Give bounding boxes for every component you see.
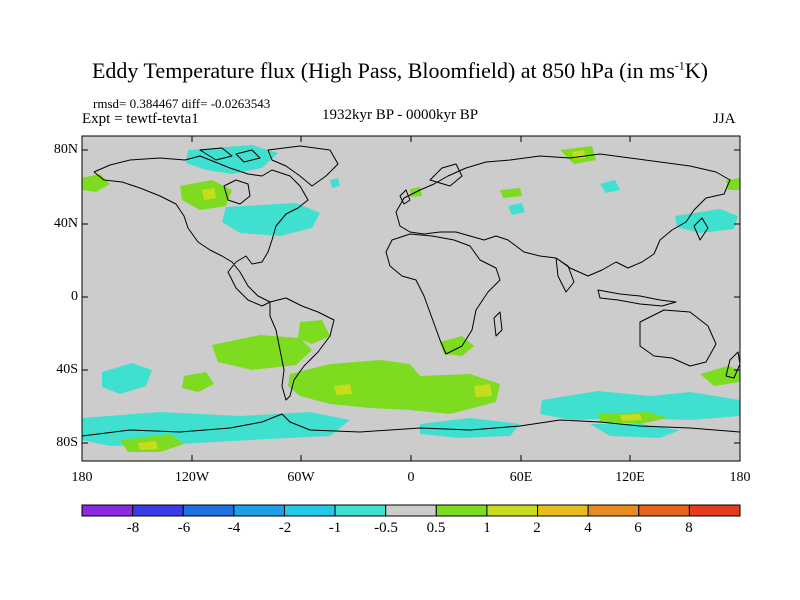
coastline-hudson-bay: [223, 179, 251, 205]
coastline-antarctica: [81, 413, 741, 437]
negative-patch: [508, 203, 525, 215]
coastline-africa: [385, 233, 501, 355]
negative-patch: [590, 424, 680, 438]
colorbar-box: [638, 504, 690, 517]
colorbar-label: -6: [177, 520, 191, 536]
strong-positive-patch: [620, 414, 642, 421]
colorbar-box: [132, 504, 184, 517]
colorbar-box: [283, 504, 336, 517]
colorbar-label: -2: [278, 520, 292, 536]
colorbar-label: 0.5: [426, 520, 446, 536]
negative-patch: [222, 203, 320, 236]
y-axis-label: 80N: [53, 142, 78, 157]
x-axis-label: 180: [71, 470, 93, 485]
colorbar-box: [81, 504, 134, 517]
positive-patch: [298, 320, 330, 344]
colorbar-label: -4: [227, 520, 241, 536]
stats-text: rmsd= 0.384467 diff= -0.0263543: [93, 96, 271, 111]
colorbar-label: 2: [533, 520, 541, 536]
coastline-scandinavia: [429, 163, 463, 187]
colorbar-label: -8: [126, 520, 140, 536]
positive-patch: [182, 372, 214, 392]
positive-patch: [700, 366, 740, 386]
colorbar-box: [385, 504, 437, 517]
anomaly-patches: [82, 145, 740, 452]
colorbar-box: [587, 504, 640, 517]
y-axis-label: 80S: [56, 435, 78, 450]
coastline-indonesia: [597, 289, 677, 307]
colorbar-label: 1: [483, 520, 491, 536]
colorbar-box: [334, 504, 387, 517]
negative-patch: [540, 391, 740, 420]
colorbar-box: [688, 504, 741, 517]
x-axis-label: 60W: [287, 470, 315, 485]
coastline-uk: [399, 189, 411, 205]
colorbar-label: -1: [328, 520, 342, 536]
negative-patch: [330, 178, 340, 188]
season-label: JJA: [713, 111, 736, 127]
colorbar-label: 4: [584, 520, 592, 536]
colorbar-label: 6: [634, 520, 642, 536]
colorbar: [81, 504, 741, 517]
positive-patch: [288, 360, 500, 414]
strong-positive-patch: [474, 384, 492, 397]
plot-title: Eddy Temperature flux (High Pass, Bloomf…: [91, 58, 708, 83]
axis-ticks: [82, 136, 740, 461]
negative-patch: [600, 180, 620, 193]
x-axis-label: 0: [407, 470, 415, 485]
positive-patch: [212, 335, 312, 370]
x-axis-label: 120W: [174, 470, 210, 485]
colorbar-box: [233, 504, 285, 517]
coastline-south-america: [269, 297, 335, 401]
x-axis-label: 180: [729, 470, 751, 485]
coastline-india: [555, 257, 575, 293]
colorbar-box: [537, 504, 589, 517]
y-axis-label: 0: [71, 289, 78, 304]
experiment-label: Expt = tewtf-tevta1: [82, 111, 199, 127]
period-label: 1932kyr BP - 0000kyr BP: [322, 107, 479, 123]
coastline-north-america: [93, 155, 309, 307]
x-axis-label: 120E: [615, 470, 645, 485]
colorbar-box: [435, 504, 488, 517]
colorbar-box: [182, 504, 235, 517]
coastline-arctic-islands: [199, 147, 261, 163]
positive-patch: [82, 174, 110, 192]
coastline-australia: [639, 309, 717, 367]
coastline-greenland: [267, 145, 339, 187]
strong-positive-patch: [202, 188, 216, 200]
coastline-eurasia: [395, 153, 731, 277]
coastline-new-zealand: [725, 351, 741, 379]
x-axis-label: 60E: [509, 470, 533, 485]
coastline-madagascar: [493, 311, 503, 337]
colorbar-label: 8: [685, 520, 693, 536]
coastline-japan: [693, 217, 709, 241]
negative-patch: [420, 418, 520, 438]
y-axis-label: 40S: [56, 362, 78, 377]
negative-patch: [102, 363, 152, 394]
positive-patch: [500, 188, 522, 198]
strong-positive-patch: [138, 441, 158, 450]
negative-patch: [186, 145, 278, 174]
strong-positive-patch: [334, 384, 352, 395]
colorbar-box: [486, 504, 539, 517]
y-axis-label: 40N: [53, 216, 78, 231]
colorbar-label: -0.5: [374, 520, 398, 536]
coastlines: [81, 145, 741, 437]
